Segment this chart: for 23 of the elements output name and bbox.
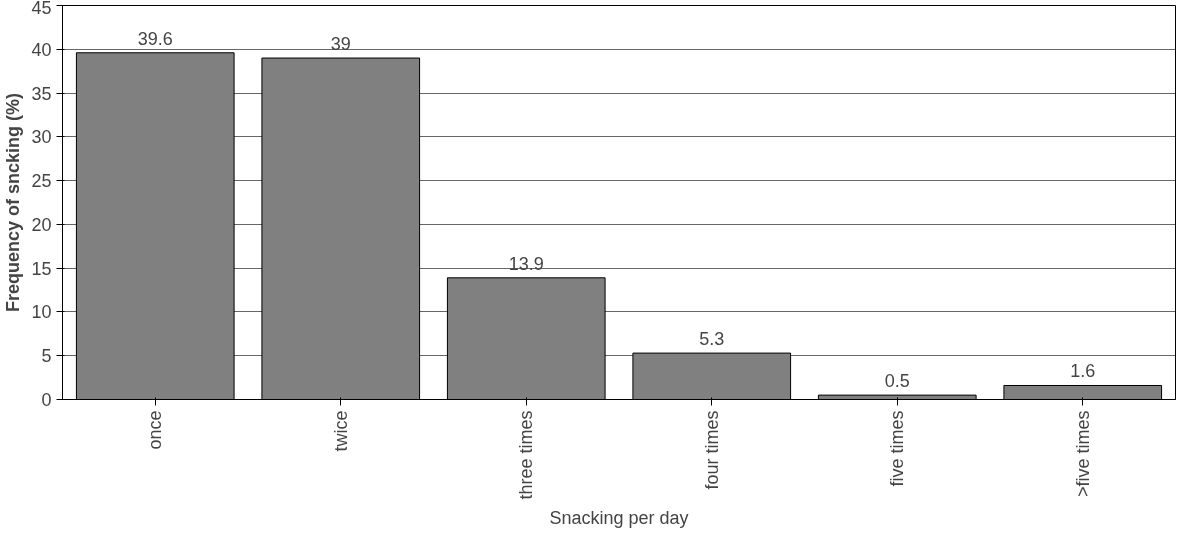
- y-tick-label: 20: [31, 214, 52, 235]
- data-label: 1.6: [1070, 361, 1096, 382]
- x-axis-title: Snacking per day: [549, 507, 689, 528]
- y-tick-label: 10: [31, 302, 52, 323]
- data-label: 39: [330, 34, 351, 55]
- y-tick-label: 40: [31, 39, 52, 60]
- y-tick-label: 30: [31, 127, 52, 148]
- y-tick-label: 45: [31, 0, 52, 18]
- x-tick-label: >five times: [1072, 410, 1093, 498]
- y-tick-label: 15: [31, 258, 52, 279]
- x-tick-label: three times: [516, 410, 537, 500]
- x-tick-label: five times: [887, 410, 908, 487]
- x-tick-label: once: [145, 410, 166, 450]
- x-tick-label: twice: [330, 410, 351, 452]
- data-label: 0.5: [884, 371, 910, 392]
- y-tick-label: 0: [41, 390, 52, 410]
- x-tick-label: four times: [701, 410, 722, 490]
- y-tick-label: 25: [31, 171, 52, 192]
- y-tick-label: 5: [41, 346, 52, 367]
- y-tick-label: 35: [31, 83, 52, 104]
- y-axis-title: Frequency of sncking (%): [3, 92, 24, 313]
- data-label: 5.3: [699, 329, 725, 350]
- data-label: 39.6: [137, 28, 173, 49]
